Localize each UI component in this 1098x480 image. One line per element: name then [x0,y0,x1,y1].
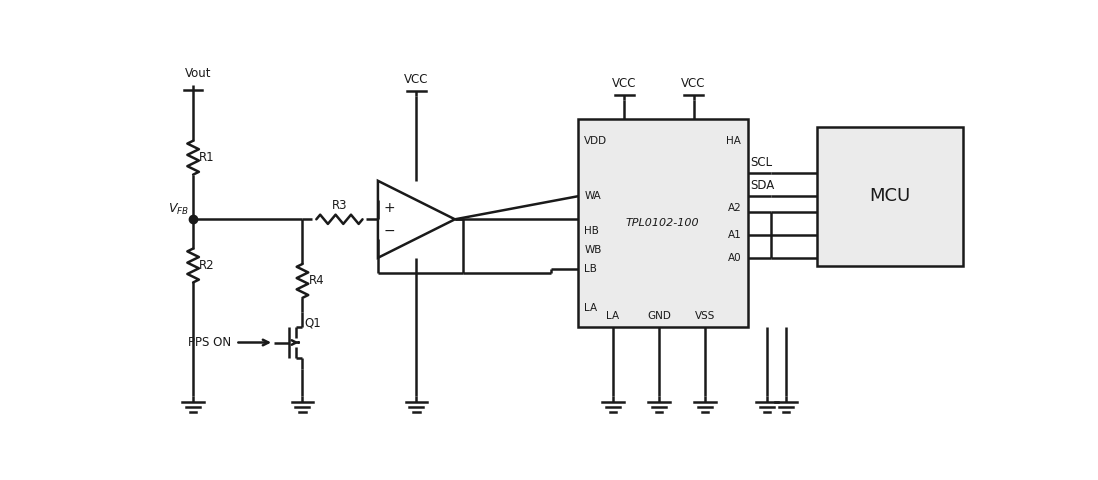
Text: R2: R2 [199,259,215,272]
Text: VDD: VDD [584,136,607,146]
Text: SCL: SCL [751,156,773,169]
Text: Vout: Vout [184,67,211,80]
Text: R4: R4 [309,275,324,288]
Text: A2: A2 [728,203,741,213]
Bar [817,127,963,265]
Text: LA: LA [584,303,597,313]
Text: LB: LB [584,264,597,275]
Text: −: − [383,224,395,238]
Text: SDA: SDA [751,180,775,192]
Text: LA: LA [606,311,619,321]
Text: WA: WA [584,191,601,201]
Text: WB: WB [584,245,602,255]
Text: VCC: VCC [612,77,637,90]
Text: $V_{FB}$: $V_{FB}$ [168,202,189,217]
Text: R3: R3 [332,199,347,212]
Text: HB: HB [584,226,600,236]
Text: VCC: VCC [404,73,428,86]
Text: A1: A1 [728,230,741,240]
Text: MCU: MCU [870,187,910,205]
Text: GND: GND [647,311,671,321]
Text: VSS: VSS [695,311,716,321]
Text: VCC: VCC [682,77,706,90]
Text: A0: A0 [728,253,741,263]
Text: R1: R1 [199,151,215,164]
Bar [579,119,748,327]
Text: Q1: Q1 [305,317,322,330]
Text: TPL0102-100: TPL0102-100 [626,218,699,228]
Text: HA: HA [727,136,741,146]
Text: +: + [383,201,395,215]
Text: PPS ON: PPS ON [189,336,232,349]
